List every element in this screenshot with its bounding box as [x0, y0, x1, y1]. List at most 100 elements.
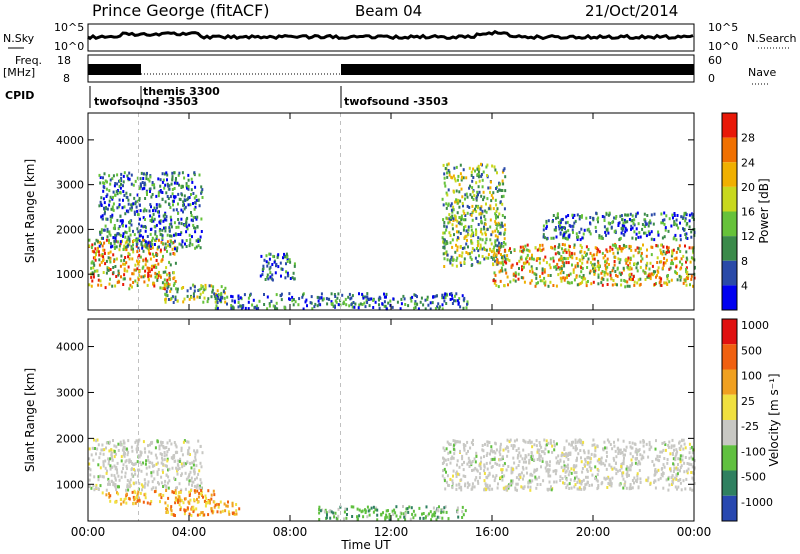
echo-cell: [126, 196, 129, 199]
echo-cell: [675, 473, 678, 477]
echo-cell: [545, 219, 548, 223]
echo-cell: [512, 446, 515, 450]
echo-cell: [103, 182, 106, 185]
echo-cell: [605, 450, 608, 454]
echo-cell: [446, 171, 448, 175]
echo-cell: [147, 458, 150, 462]
echo-cell: [88, 478, 91, 482]
echo-cell: [456, 472, 459, 476]
echo-cell: [691, 215, 694, 219]
echo-cell: [178, 183, 180, 187]
echo-cell: [389, 299, 392, 303]
echo-cell: [519, 454, 522, 458]
echo-cell: [235, 509, 238, 513]
echo-cell: [148, 251, 150, 255]
echo-cell: [673, 467, 676, 471]
echo-cell: [659, 280, 662, 284]
echo-cell: [190, 476, 193, 480]
echo-cell: [603, 476, 606, 480]
echo-cell: [628, 284, 631, 288]
echo-cell: [410, 506, 413, 510]
echo-cell: [535, 439, 538, 443]
echo-cell: [634, 450, 637, 454]
echo-cell: [123, 451, 126, 454]
echo-cell: [166, 182, 169, 186]
echo-cell: [539, 454, 542, 458]
echo-cell: [489, 461, 492, 465]
echo-cell: [617, 224, 620, 227]
echo-cell: [211, 290, 214, 294]
echo-cell: [501, 224, 504, 228]
echo-cell: [531, 445, 534, 449]
echo-cell: [451, 302, 454, 305]
echo-cell: [622, 221, 625, 225]
echo-cell: [501, 179, 504, 183]
echo-cell: [168, 283, 171, 287]
echo-cell: [613, 444, 616, 448]
echo-cell: [474, 256, 477, 260]
echo-cell: [444, 296, 447, 300]
echo-cell: [651, 264, 654, 268]
echo-cell: [483, 479, 486, 483]
echo-cell: [175, 486, 177, 490]
echo-cell: [447, 221, 450, 225]
echo-cell: [691, 488, 694, 492]
echo-cell: [669, 266, 672, 270]
echo-cell: [580, 249, 583, 253]
echo-cell: [541, 243, 544, 247]
echo-cell: [127, 177, 130, 181]
echo-cell: [457, 178, 459, 182]
echo-cell: [486, 467, 489, 471]
echo-cell: [667, 246, 670, 250]
echo-cell: [650, 237, 653, 241]
echo-cell: [627, 264, 630, 268]
echo-cell: [274, 306, 276, 310]
echo-cell: [685, 270, 688, 274]
echo-cell: [613, 260, 616, 263]
echo-cell: [685, 236, 688, 240]
echo-cell: [650, 213, 653, 217]
echo-cell: [213, 292, 216, 296]
echo-cell: [471, 190, 474, 194]
echo-cell: [140, 224, 143, 228]
echo-cell: [157, 262, 160, 266]
echo-cell: [525, 460, 527, 464]
echo-cell: [316, 295, 319, 299]
echo-cell: [524, 440, 527, 444]
echo-cell: [161, 180, 164, 184]
echo-cell: [116, 471, 119, 475]
echo-cell: [525, 248, 528, 252]
echo-cell: [571, 228, 574, 232]
echo-cell: [122, 234, 124, 238]
echo-cell: [576, 264, 579, 268]
echo-cell: [581, 261, 584, 265]
colorbar-swatch: [722, 319, 737, 345]
echo-cell: [285, 270, 288, 274]
echo-cell: [630, 446, 633, 450]
echo-cell: [660, 250, 662, 254]
echo-cell: [142, 275, 145, 279]
echo-cell: [541, 268, 544, 272]
echo-cell: [275, 301, 278, 305]
echo-cell: [529, 441, 532, 445]
echo-cell: [177, 218, 180, 221]
echo-cell: [117, 492, 120, 496]
echo-cell: [489, 248, 492, 252]
echo-cell: [466, 302, 468, 306]
echo-cell: [573, 252, 576, 256]
echo-cell: [583, 486, 586, 490]
echo-cell: [685, 477, 688, 481]
y-tick-label: 4000: [56, 134, 84, 147]
echo-cell: [586, 469, 589, 473]
echo-cell: [125, 261, 128, 265]
echo-cell: [679, 454, 682, 458]
echo-cell: [557, 251, 560, 255]
echo-cell: [605, 459, 608, 463]
echo-cell: [661, 441, 664, 445]
echo-cell: [578, 230, 581, 234]
echo-cell: [539, 279, 542, 283]
echo-cell: [445, 480, 448, 484]
echo-cell: [176, 246, 179, 250]
echo-cell: [364, 511, 367, 514]
echo-cell: [455, 483, 458, 487]
